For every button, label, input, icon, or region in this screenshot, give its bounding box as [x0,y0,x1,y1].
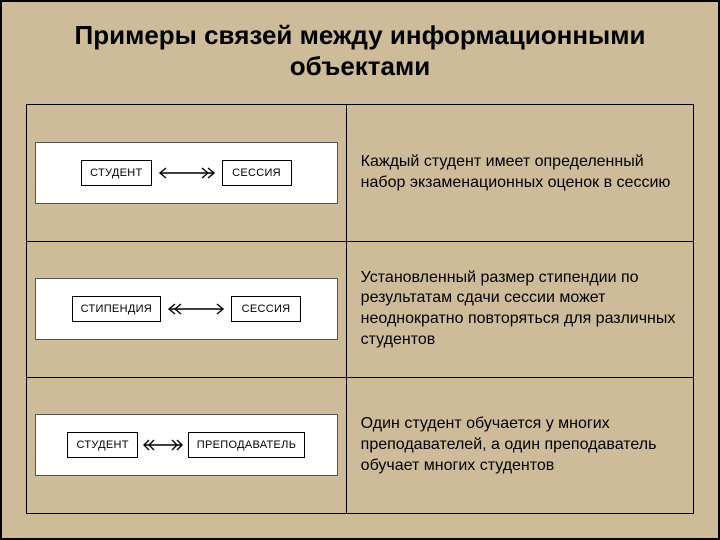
entity-box: СТУДЕНТ [81,160,151,186]
connector-arrow [161,299,231,319]
slide-title: Примеры связей между информационными объ… [26,20,694,82]
connector-arrow [138,435,188,455]
entity-box: СТУДЕНТ [67,432,137,458]
table-row: СТУДЕНТ ПРЕПОДАВАТЕЛЬ [27,378,693,513]
diagram-cell: СТУДЕНТ ПРЕПОДАВАТЕЛЬ [27,378,347,513]
entity-box: СЕССИЯ [231,296,301,322]
description-cell: Установленный размер стипендии по резуль… [347,242,693,377]
arrow-icon [138,435,188,455]
diagram-cell: СТИПЕНДИЯ СЕССИЯ [27,242,347,377]
entity-box: ПРЕПОДАВАТЕЛЬ [188,432,305,458]
description-cell: Один студент обучается у многих преподав… [347,378,693,513]
relations-table: СТУДЕНТ СЕССИЯ Каждый [26,104,694,514]
table-row: СТИПЕНДИЯ СЕССИЯ Уста [27,242,693,378]
description-text: Каждый студент имеет определенный набор … [361,152,679,194]
arrow-icon [152,163,222,183]
relation-diagram: СТУДЕНТ ПРЕПОДАВАТЕЛЬ [35,414,338,476]
arrow-icon [161,299,231,319]
relation-diagram: СТИПЕНДИЯ СЕССИЯ [35,278,338,340]
entity-box: СЕССИЯ [222,160,292,186]
description-text: Один студент обучается у многих преподав… [361,414,679,476]
description-text: Установленный размер стипендии по резуль… [361,268,679,351]
description-cell: Каждый студент имеет определенный набор … [347,105,693,240]
entity-box: СТИПЕНДИЯ [72,296,161,322]
connector-arrow [152,163,222,183]
relation-diagram: СТУДЕНТ СЕССИЯ [35,142,338,204]
slide: Примеры связей между информационными объ… [0,0,720,540]
table-row: СТУДЕНТ СЕССИЯ Каждый [27,105,693,241]
diagram-cell: СТУДЕНТ СЕССИЯ [27,105,347,240]
